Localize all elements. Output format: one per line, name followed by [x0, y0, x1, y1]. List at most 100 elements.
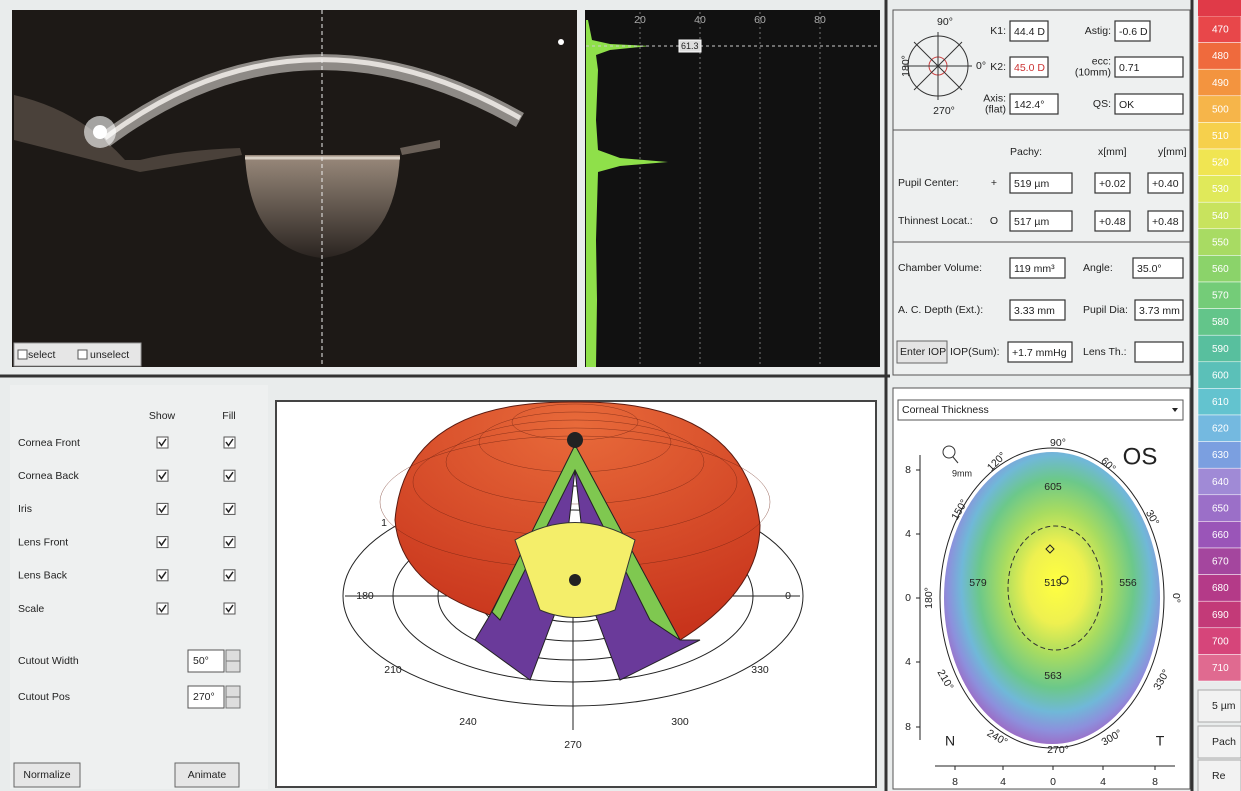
checkbox	[156, 436, 169, 449]
dropdown[interactable]	[897, 399, 1184, 421]
layer-label: Cornea Front	[18, 437, 80, 449]
scale-swatch	[1197, 122, 1241, 150]
checkmark	[225, 571, 234, 580]
scale-label: 530	[1212, 184, 1229, 195]
field-value-box	[1009, 20, 1049, 42]
scale-swatch	[1197, 334, 1241, 363]
button[interactable]	[13, 762, 81, 788]
spinner[interactable]	[187, 685, 225, 709]
pachy-value-box	[1009, 172, 1073, 194]
checkmark	[225, 471, 234, 481]
checkmark	[225, 438, 234, 447]
field-value-box	[1134, 299, 1184, 321]
marker-diamond	[1045, 544, 1055, 554]
checkmark	[158, 538, 167, 547]
tick-label: 0	[905, 592, 911, 604]
button[interactable]	[896, 340, 948, 364]
field-label: K2:	[990, 61, 1006, 73]
iris	[14, 95, 242, 172]
spinner[interactable]	[187, 649, 225, 673]
tick-label: 4	[1000, 776, 1006, 788]
scale-label: 500	[1212, 104, 1229, 115]
profile-graph	[585, 10, 880, 367]
angle-label: 180	[356, 590, 374, 602]
zoom-label: 9mm	[952, 468, 972, 478]
checkbox[interactable]	[77, 349, 88, 360]
layer-label: Iris	[18, 503, 32, 515]
angle-ring	[939, 447, 1165, 749]
button[interactable]	[174, 762, 240, 788]
dropdown-arrow	[1172, 408, 1178, 412]
checkbox	[223, 536, 236, 549]
checkmark	[225, 504, 234, 514]
scale-label: 470	[1212, 25, 1229, 36]
scale-swatch	[1197, 574, 1241, 602]
dome	[394, 401, 761, 641]
spinner-label: Cutout Pos	[18, 691, 70, 703]
scale-label: 640	[1212, 477, 1229, 488]
checkbox	[223, 569, 236, 582]
scale-label: 680	[1212, 583, 1229, 594]
tick-label: 8	[905, 464, 911, 476]
angle-label: 270	[564, 739, 582, 751]
profile-tick: 20	[634, 14, 646, 26]
layer-label: Cornea Back	[18, 470, 79, 482]
profile-curve	[586, 20, 668, 367]
checkbox	[223, 602, 236, 615]
scale-swatch	[1197, 175, 1241, 203]
compass-label: 90°	[937, 16, 953, 28]
angle-label: 180°	[923, 587, 935, 609]
scale-swatch	[1197, 441, 1241, 469]
field-value: 3.33 mm	[1014, 305, 1055, 317]
button-label[interactable]: Normalize	[23, 769, 70, 781]
scale-swatch	[1197, 201, 1241, 230]
field-label: (10mm)	[1075, 66, 1111, 78]
field-label: Astig:	[1085, 25, 1111, 37]
scale-swatch	[1197, 255, 1241, 283]
thickness-value: 563	[1044, 670, 1062, 682]
field-value: +1.7 mmHg	[1012, 347, 1067, 359]
scale-swatch	[1197, 467, 1241, 496]
compass-label: 180°	[900, 55, 912, 77]
column-header: Show	[149, 410, 176, 422]
pachy-value-box	[1009, 210, 1073, 232]
field-label: Pupil Dia:	[1083, 304, 1128, 316]
pachy-value: +0.48	[1099, 216, 1126, 228]
button-label[interactable]: Enter IOP	[900, 346, 946, 358]
k2-value: 45.0 D	[1014, 62, 1045, 74]
compass-label: 270°	[933, 105, 955, 117]
scale-swatch	[1197, 361, 1241, 389]
spinner-value: 50°	[193, 655, 209, 667]
field-value: OK	[1119, 99, 1134, 111]
scale-swatch	[1197, 228, 1241, 256]
button-label[interactable]: Animate	[188, 769, 227, 781]
scale-label: 610	[1212, 397, 1229, 408]
profile-tick: 60	[754, 14, 766, 26]
scale-swatch	[1197, 388, 1241, 416]
angle-label: 0	[785, 590, 791, 602]
checkbox	[156, 569, 169, 582]
field-value-box	[1114, 56, 1184, 78]
scale-label: 590	[1212, 344, 1229, 355]
field-value: 3.73 mm	[1139, 305, 1180, 317]
angle-label: 330	[751, 664, 769, 676]
scale-label: 550	[1212, 237, 1229, 248]
controls-panel	[10, 385, 268, 789]
field-value-box	[1009, 257, 1066, 279]
field-label: K1:	[990, 25, 1006, 37]
scale-swatch	[1198, 0, 1241, 16]
scale-swatch	[1197, 148, 1241, 176]
scale-swatch	[1197, 627, 1241, 655]
pachy-value: 517 µm	[1014, 216, 1049, 228]
magnifier	[942, 445, 956, 459]
field-value-box	[1007, 341, 1073, 363]
checkbox	[223, 436, 236, 449]
column-header: Pachy:	[1010, 146, 1042, 158]
dropdown-label[interactable]: Corneal Thickness	[902, 404, 989, 416]
layer-label: Lens Front	[18, 536, 68, 548]
checkbox[interactable]	[17, 349, 28, 360]
row-label: Thinnest Locat.:	[898, 215, 973, 227]
field-value-box	[1114, 20, 1151, 42]
pachy-value: +0.40	[1152, 178, 1179, 190]
scale-footer-label: 5 µm	[1212, 700, 1236, 712]
